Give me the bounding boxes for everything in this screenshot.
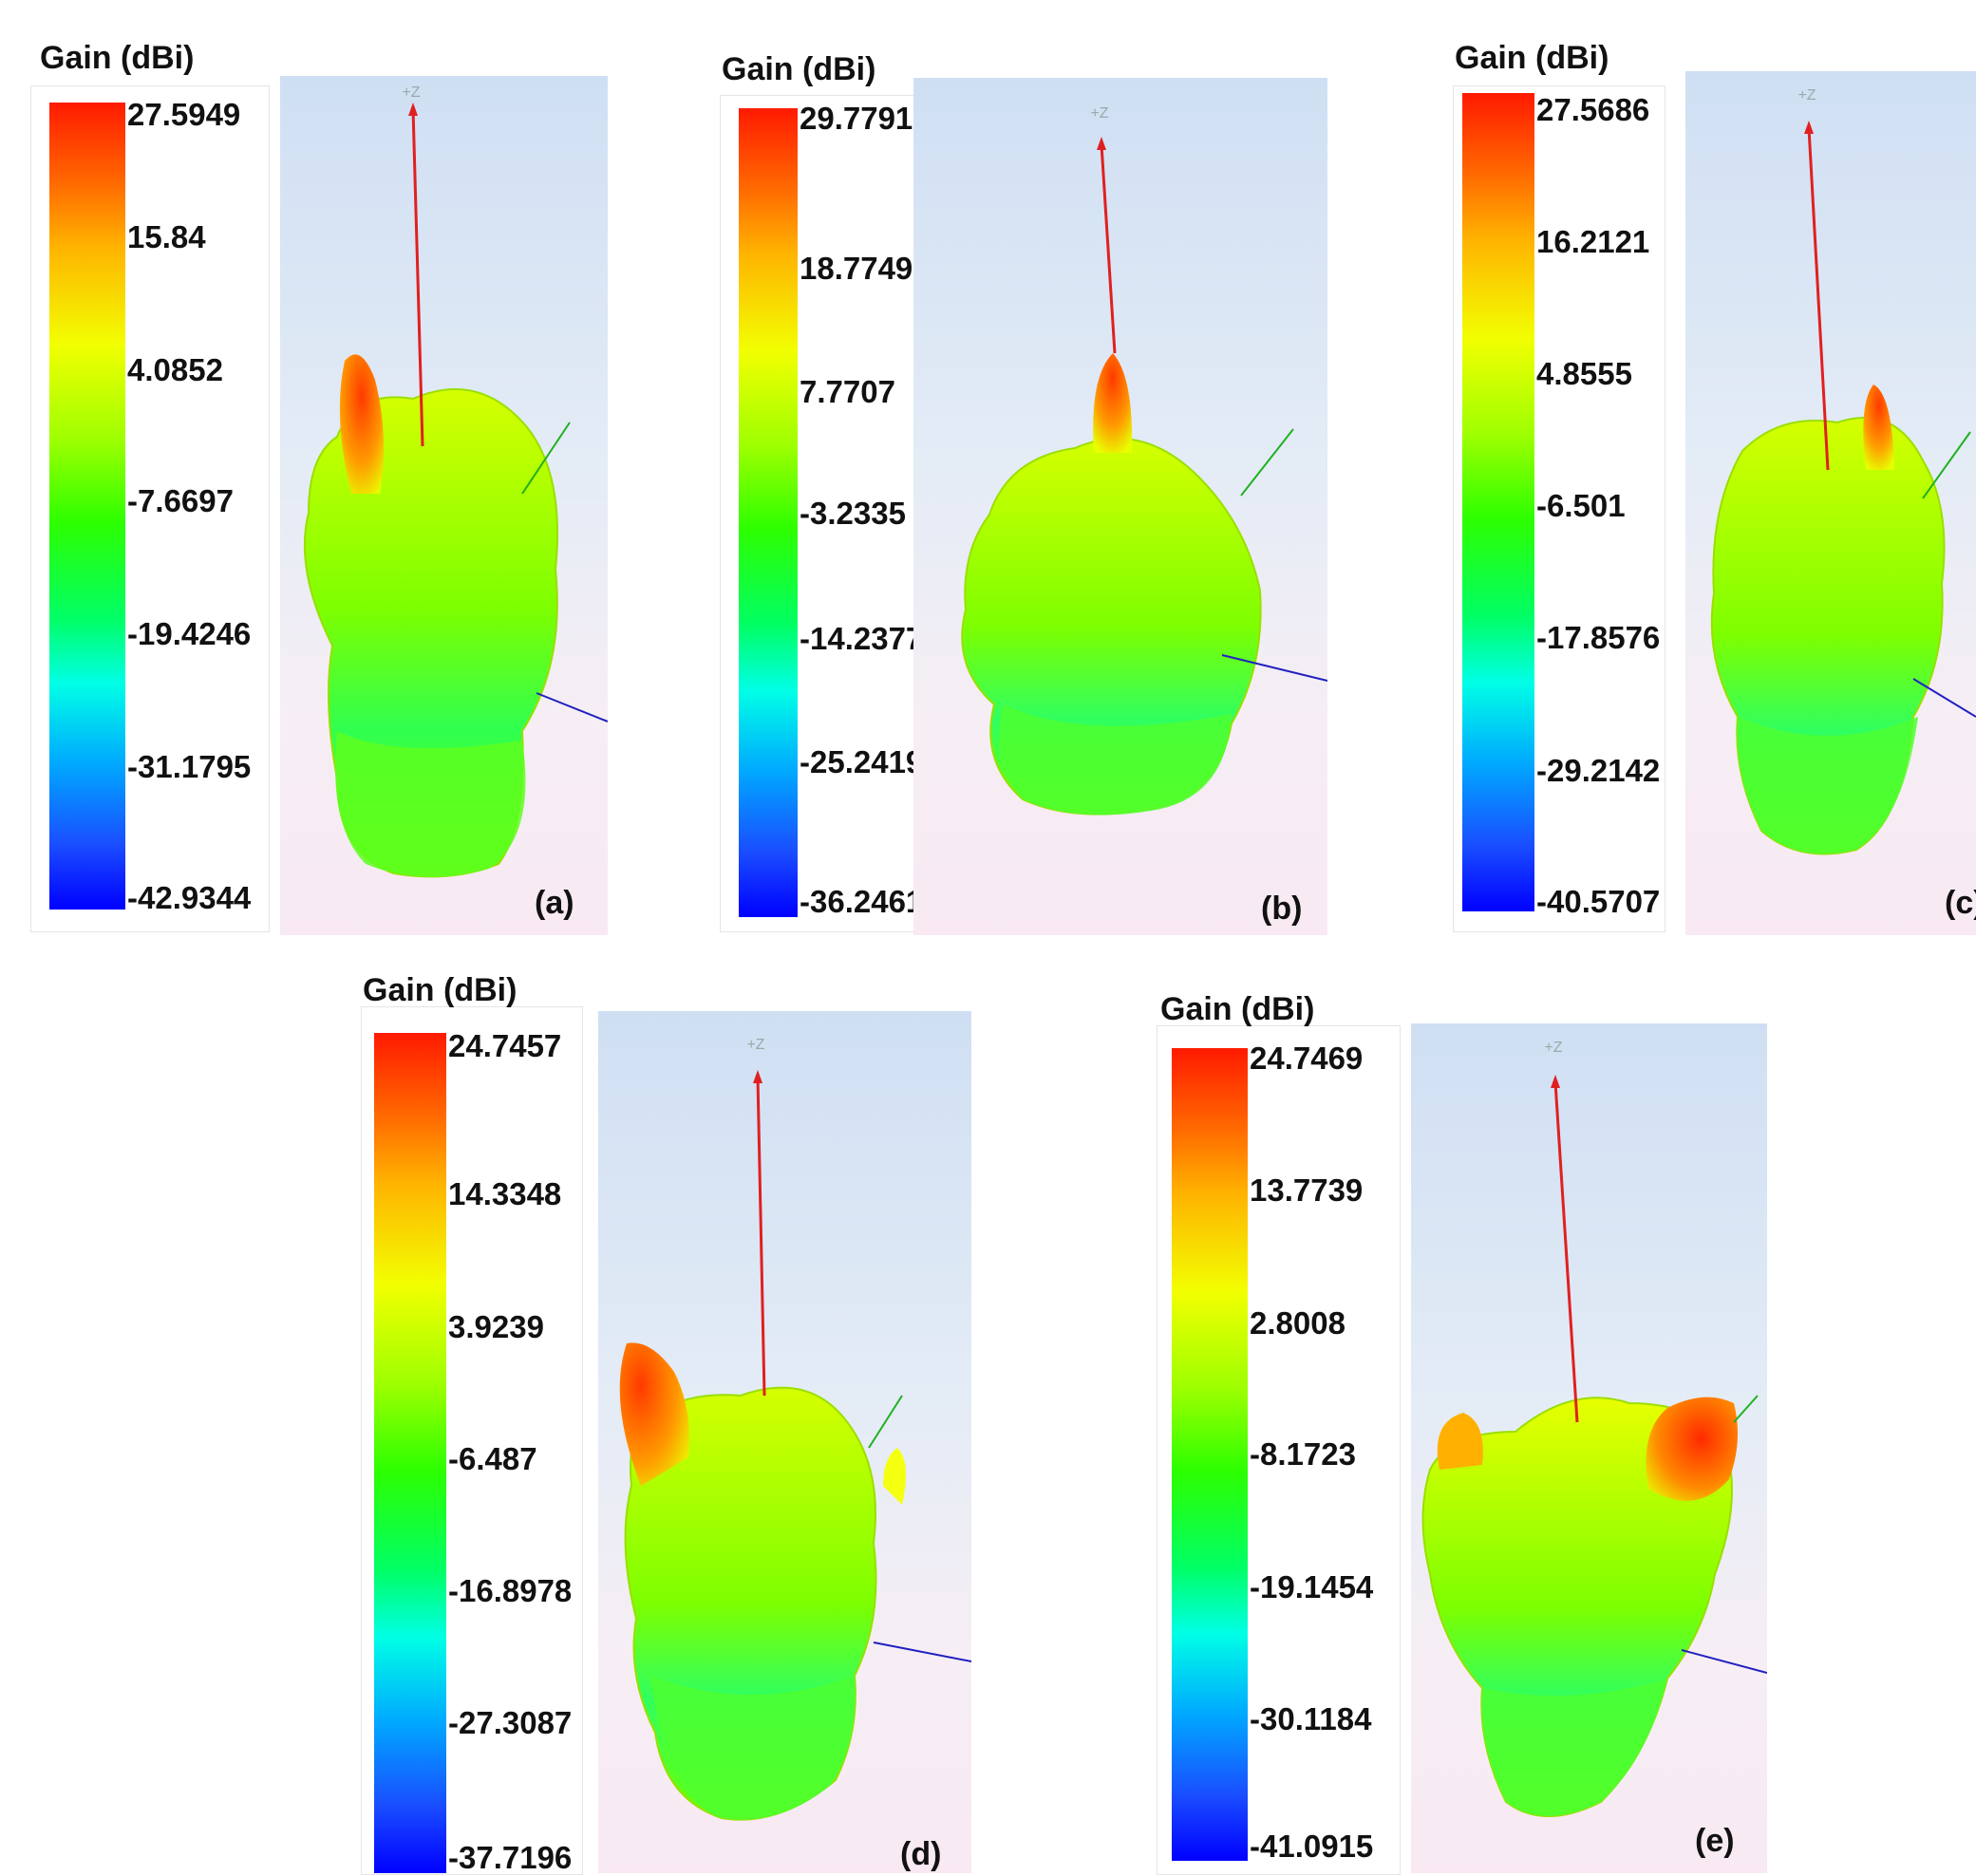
pattern-lower-d [650, 1676, 856, 1820]
x-axis-e [1681, 1649, 1767, 1674]
radiation-pattern-c: +Z [1710, 87, 1976, 855]
tick-a-5: -31.1795 [127, 749, 252, 784]
panel-label-b: (b) [1261, 891, 1303, 927]
main-lobe-c [1863, 385, 1894, 470]
tick-b-4: -14.2377 [800, 621, 924, 656]
z-axis-label-a: +Z [402, 84, 420, 101]
radiation-pattern-d: +Z [619, 1037, 971, 1821]
legend-title-c: Gain (dBi) [1455, 40, 1609, 76]
tick-d-5: -27.3087 [448, 1705, 573, 1740]
tick-e-6: -41.0915 [1250, 1829, 1374, 1864]
panel-label-a: (a) [535, 885, 574, 921]
tick-c-2: 4.8555 [1536, 356, 1632, 391]
tick-d-1: 14.3348 [448, 1176, 562, 1211]
tick-d-2: 3.9239 [448, 1309, 544, 1344]
x-axis-c [1912, 678, 1976, 718]
tick-c-6: -40.5707 [1536, 884, 1661, 919]
tick-b-2: 7.7707 [800, 374, 895, 409]
z-axis-b [1100, 143, 1117, 354]
tick-e-4: -19.1454 [1250, 1569, 1374, 1604]
z-axis-c [1807, 127, 1830, 471]
tick-c-3: -6.501 [1536, 488, 1626, 523]
tick-c-5: -29.2142 [1536, 753, 1661, 788]
tick-a-0: 27.5949 [127, 97, 241, 132]
tick-e-2: 2.8008 [1250, 1305, 1346, 1341]
panel-label-d: (d) [900, 1836, 942, 1872]
z-axis-a [411, 108, 424, 447]
pattern-lower-a [335, 731, 526, 877]
tick-e-5: -30.1184 [1250, 1701, 1372, 1736]
main-lobe-d [619, 1342, 689, 1486]
x-axis-a [536, 692, 608, 722]
tick-a-4: -19.4246 [127, 616, 252, 651]
tick-a-6: -42.9344 [127, 880, 252, 915]
pattern-lower-c [1737, 717, 1918, 854]
radiation-pattern-b: +Z [961, 105, 1327, 816]
tick-d-0: 24.7457 [448, 1028, 562, 1063]
pattern-view-c: +Z [1685, 71, 1976, 935]
z-axis-label-c: +Z [1797, 87, 1816, 103]
tick-b-3: -3.2335 [800, 496, 906, 531]
colorbar-d [374, 1033, 446, 1873]
legend-title-d: Gain (dBi) [363, 972, 518, 1008]
z-axis-e [1553, 1081, 1579, 1423]
tick-b-6: -36.2461 [800, 884, 924, 919]
tick-c-1: 16.2121 [1536, 224, 1650, 259]
tick-a-3: -7.6697 [127, 483, 234, 518]
tick-c-4: -17.8576 [1536, 620, 1661, 655]
tick-b-1: 18.7749 [800, 251, 913, 286]
pattern-view-e: +Z [1411, 1023, 1767, 1873]
pattern-lower-b [999, 704, 1232, 816]
legend-title-e: Gain (dBi) [1160, 991, 1315, 1027]
tick-d-6: -37.7196 [448, 1840, 573, 1875]
tick-e-3: -8.1723 [1250, 1436, 1356, 1472]
colorbar-b [739, 108, 798, 917]
colorbar-c [1462, 93, 1534, 911]
z-axis-label-b: +Z [1090, 105, 1108, 122]
main-lobe-a [339, 354, 384, 494]
tick-b-0: 29.7791 [800, 101, 913, 136]
y-axis-e [1733, 1395, 1759, 1423]
y-axis-d [868, 1395, 903, 1449]
main-lobe-e [1646, 1397, 1738, 1501]
tick-a-1: 15.84 [127, 219, 206, 254]
y-axis-c [1922, 431, 1971, 499]
legend-title-b: Gain (dBi) [722, 51, 876, 87]
y-axis-a [521, 422, 571, 495]
tick-e-1: 13.7739 [1250, 1172, 1364, 1208]
x-axis-b [1221, 654, 1327, 682]
pattern-view-d: +Z [598, 1011, 971, 1873]
tick-c-0: 27.5686 [1536, 92, 1650, 127]
y-axis-b [1240, 428, 1294, 497]
tick-a-2: 4.0852 [127, 352, 223, 387]
colorbar-e [1172, 1048, 1248, 1861]
panel-label-c: (c) [1945, 885, 1976, 921]
pattern-view-b: +Z [913, 78, 1327, 935]
pattern-view-a: +Z [280, 76, 608, 935]
pattern-lower-e [1481, 1679, 1667, 1816]
tick-b-5: -25.2419 [800, 744, 924, 779]
radiation-pattern-e: +Z [1421, 1040, 1767, 1817]
legend-title-a: Gain (dBi) [40, 40, 195, 76]
main-lobe-b [1093, 353, 1133, 453]
tick-e-0: 24.7469 [1250, 1041, 1364, 1076]
z-axis-label-d: +Z [746, 1037, 764, 1053]
tick-d-4: -16.8978 [448, 1573, 573, 1608]
side-lobe-e [1437, 1413, 1483, 1470]
radiation-pattern-a: +Z [303, 84, 608, 878]
z-axis-d [756, 1077, 766, 1397]
tick-d-3: -6.487 [448, 1441, 537, 1476]
colorbar-a [49, 103, 125, 910]
panel-label-e: (e) [1695, 1823, 1735, 1859]
x-axis-d [873, 1642, 971, 1662]
z-axis-label-e: +Z [1544, 1040, 1562, 1056]
side-lobe-d [883, 1448, 906, 1505]
